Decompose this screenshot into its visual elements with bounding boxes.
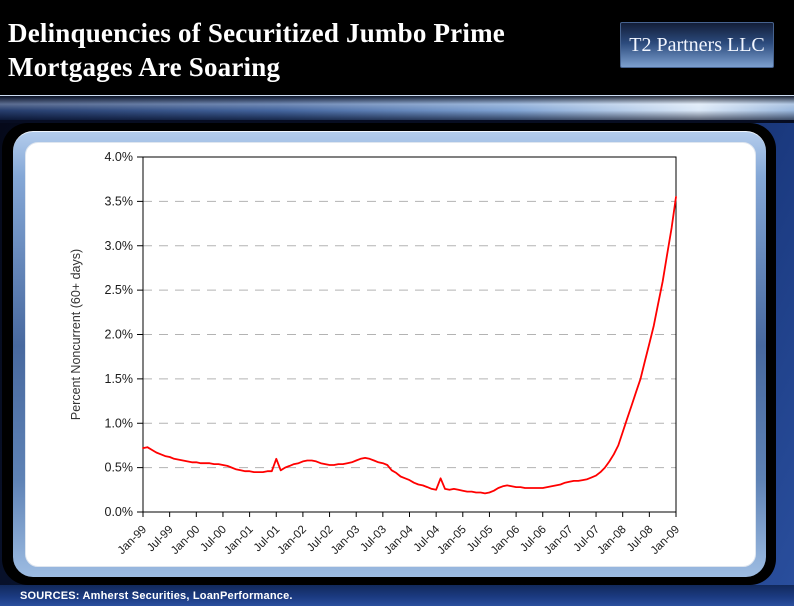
y-tick-label: 3.0% (105, 239, 134, 253)
y-tick-label: 2.5% (105, 283, 134, 297)
logo-text: T2 Partners LLC (629, 33, 765, 56)
x-tick-label: Jan-09 (649, 524, 682, 557)
page-title-line2: Mortgages Are Soaring (8, 52, 281, 83)
y-tick-label: 1.0% (105, 416, 134, 430)
t2-partners-logo: T2 Partners LLC (620, 22, 774, 68)
y-tick-label: 4.0% (105, 150, 134, 164)
footer-bar: SOURCES: Amherst Securities, LoanPerform… (0, 585, 794, 606)
x-tick-label: Jan-01 (222, 524, 255, 557)
page-title: Delinquencies of Securitized Jumbo Prime… (8, 16, 628, 84)
x-tick-label: Jan-00 (169, 524, 202, 557)
page-title-line1: Delinquencies of Securitized Jumbo Prime (8, 18, 505, 48)
sources-text: SOURCES: Amherst Securities, LoanPerform… (20, 589, 293, 602)
x-tick-label: Jan-06 (489, 524, 522, 557)
x-tick-label: Jan-02 (276, 524, 309, 557)
y-tick-label: 0.0% (105, 505, 134, 519)
y-tick-label: 1.5% (105, 372, 134, 386)
delinquency-line (142, 195, 677, 495)
x-tick-label: Jan-05 (436, 524, 469, 557)
divider-bar (0, 95, 794, 123)
y-tick-label: 3.5% (105, 194, 134, 208)
y-tick-label: 0.5% (105, 461, 134, 475)
x-tick-label: Jan-08 (595, 524, 628, 557)
y-tick-label: 2.0% (105, 328, 134, 342)
x-tick-label: Jan-07 (542, 524, 575, 557)
x-tick-label: Jan-04 (382, 523, 416, 557)
x-tick-label: Jan-99 (116, 524, 149, 557)
y-axis-title: Percent Noncurrent (60+ days) (69, 249, 83, 420)
slide-header: Delinquencies of Securitized Jumbo Prime… (0, 0, 794, 95)
chart-panel (25, 142, 756, 567)
x-tick-label: Jan-03 (329, 524, 362, 557)
